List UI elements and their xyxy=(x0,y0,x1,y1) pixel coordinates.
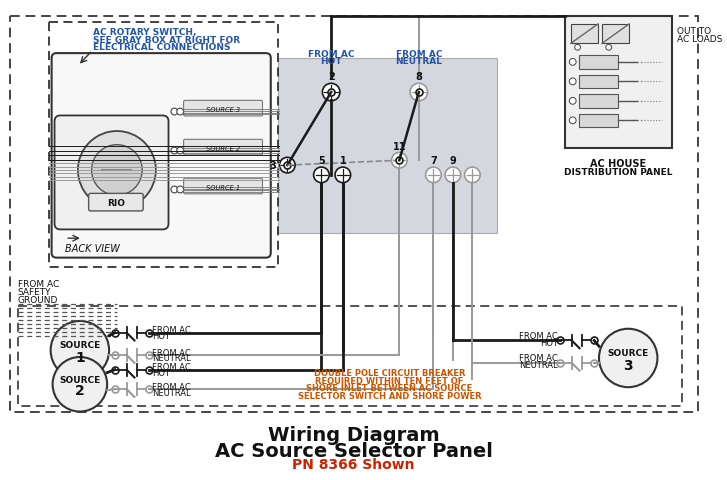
Bar xyxy=(579,56,617,70)
Circle shape xyxy=(569,79,576,85)
Text: FROM AC: FROM AC xyxy=(17,279,59,288)
Text: PN 8366 Shown: PN 8366 Shown xyxy=(292,457,415,471)
Text: SEE GRAY BOX AT RIGHT FOR: SEE GRAY BOX AT RIGHT FOR xyxy=(92,36,240,45)
Circle shape xyxy=(92,145,142,196)
Text: NEUTRAL: NEUTRAL xyxy=(152,354,190,363)
Text: OUT TO: OUT TO xyxy=(677,27,711,36)
Text: DISTRIBUTION PANEL: DISTRIBUTION PANEL xyxy=(564,168,672,177)
Circle shape xyxy=(177,109,184,116)
Text: SHORE INLET BETWEEN AC SOURCE: SHORE INLET BETWEEN AC SOURCE xyxy=(307,384,473,393)
Text: 11: 11 xyxy=(393,141,406,151)
Circle shape xyxy=(425,168,441,183)
Circle shape xyxy=(569,98,576,105)
FancyBboxPatch shape xyxy=(89,194,143,212)
Text: REQUIRED WITHIN TEN FEET OF: REQUIRED WITHIN TEN FEET OF xyxy=(316,376,464,384)
Text: 3: 3 xyxy=(269,161,276,171)
Text: SOURCE: SOURCE xyxy=(59,375,100,384)
Text: Wiring Diagram: Wiring Diagram xyxy=(268,425,439,444)
Text: NEUTRAL: NEUTRAL xyxy=(152,388,190,397)
Circle shape xyxy=(322,84,340,102)
FancyBboxPatch shape xyxy=(52,54,270,258)
Text: DOUBLE POLE CIRCUIT BREAKER: DOUBLE POLE CIRCUIT BREAKER xyxy=(314,368,465,377)
Polygon shape xyxy=(278,59,497,234)
FancyBboxPatch shape xyxy=(565,17,672,148)
Text: GROUND: GROUND xyxy=(17,295,58,304)
FancyBboxPatch shape xyxy=(184,179,262,194)
Text: BACK VIEW: BACK VIEW xyxy=(65,243,120,253)
Circle shape xyxy=(606,45,611,51)
Circle shape xyxy=(171,187,177,193)
Circle shape xyxy=(313,168,329,183)
Circle shape xyxy=(177,148,184,155)
Bar xyxy=(571,25,598,44)
Text: NEUTRAL: NEUTRAL xyxy=(520,360,558,370)
Text: SELECTOR SWITCH AND SHORE POWER: SELECTOR SWITCH AND SHORE POWER xyxy=(298,391,481,400)
Text: SOURCE 1: SOURCE 1 xyxy=(206,184,240,190)
Text: FROM AC: FROM AC xyxy=(395,50,442,59)
Text: FROM AC: FROM AC xyxy=(152,325,190,335)
Text: ELECTRICAL CONNECTIONS: ELECTRICAL CONNECTIONS xyxy=(92,43,230,52)
FancyBboxPatch shape xyxy=(184,101,262,117)
Circle shape xyxy=(171,109,177,116)
Circle shape xyxy=(465,168,480,183)
Text: FROM AC: FROM AC xyxy=(519,354,558,363)
Circle shape xyxy=(392,153,407,168)
Text: 7: 7 xyxy=(430,156,437,166)
Text: 1: 1 xyxy=(340,156,346,166)
Text: 2: 2 xyxy=(75,384,85,397)
Circle shape xyxy=(171,148,177,155)
Circle shape xyxy=(51,321,109,380)
Text: SOURCE: SOURCE xyxy=(608,348,648,357)
Text: HOT: HOT xyxy=(152,331,170,340)
Text: FROM AC: FROM AC xyxy=(152,362,190,372)
FancyBboxPatch shape xyxy=(55,116,169,230)
Circle shape xyxy=(280,158,295,174)
Text: FROM AC: FROM AC xyxy=(152,382,190,391)
Text: AC ROTARY SWITCH,: AC ROTARY SWITCH, xyxy=(92,28,196,37)
Text: 2: 2 xyxy=(328,72,334,82)
Text: SOURCE 2: SOURCE 2 xyxy=(206,145,240,151)
Circle shape xyxy=(569,60,576,66)
Text: 3: 3 xyxy=(624,358,633,372)
Text: 9: 9 xyxy=(449,156,457,166)
Text: FROM AC: FROM AC xyxy=(308,50,354,59)
Bar xyxy=(602,25,629,44)
Text: HOT: HOT xyxy=(540,338,558,347)
Text: AC LOADS: AC LOADS xyxy=(677,35,723,44)
Text: FROM AC: FROM AC xyxy=(152,348,190,357)
Circle shape xyxy=(574,45,580,51)
Text: 5: 5 xyxy=(318,156,325,166)
Circle shape xyxy=(445,168,461,183)
Circle shape xyxy=(335,168,350,183)
Text: HOT: HOT xyxy=(152,368,170,377)
Circle shape xyxy=(52,357,107,412)
Circle shape xyxy=(569,118,576,124)
Text: HOT: HOT xyxy=(321,57,342,66)
Text: SOURCE: SOURCE xyxy=(59,340,100,349)
Bar xyxy=(579,95,617,108)
Bar xyxy=(579,75,617,89)
Circle shape xyxy=(78,132,156,209)
Text: SOURCE 3: SOURCE 3 xyxy=(206,107,240,112)
Text: 1: 1 xyxy=(75,350,85,364)
Circle shape xyxy=(177,187,184,193)
Text: FROM AC: FROM AC xyxy=(519,331,558,340)
Text: AC HOUSE: AC HOUSE xyxy=(590,159,646,169)
Text: 8: 8 xyxy=(415,72,422,82)
Circle shape xyxy=(410,84,427,102)
Bar xyxy=(579,114,617,128)
Text: SAFETY: SAFETY xyxy=(17,287,51,296)
Text: AC Source Selector Panel: AC Source Selector Panel xyxy=(214,441,492,460)
Text: NEUTRAL: NEUTRAL xyxy=(395,57,442,66)
Circle shape xyxy=(599,329,657,387)
Text: RIO: RIO xyxy=(107,198,125,207)
FancyBboxPatch shape xyxy=(184,140,262,156)
